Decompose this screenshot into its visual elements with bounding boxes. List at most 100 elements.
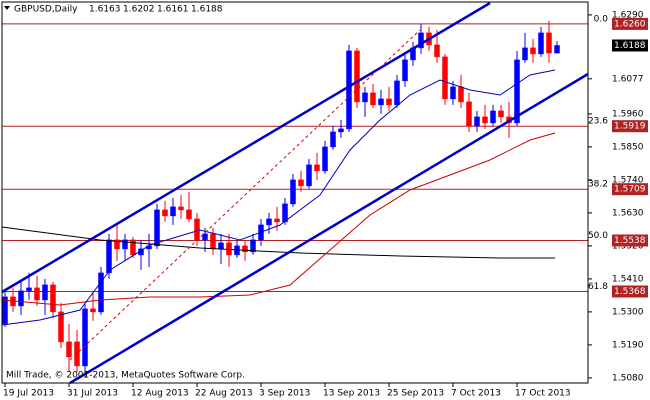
trend-dashed (69, 29, 421, 361)
header-open: 1.6163 (89, 5, 121, 15)
fib-price-label: 1.5919 (614, 122, 646, 132)
candle-body (498, 110, 504, 118)
indicators (1, 1, 589, 385)
x-tick-label: 31 Jul 2013 (67, 389, 118, 399)
candle-body (362, 92, 368, 103)
x-tick-label: 19 Jul 2013 (3, 389, 54, 399)
candle-body (434, 44, 440, 58)
y-tick-label: 1.5080 (612, 373, 644, 383)
candle-body (522, 47, 528, 61)
candle-body (66, 341, 72, 358)
y-tick-label: 1.5410 (612, 274, 644, 284)
candle-body (90, 308, 96, 313)
candle-body (378, 98, 384, 106)
y-tick-label: 1.6077 (612, 74, 644, 84)
x-tick-label: 13 Sep 2013 (323, 389, 380, 399)
candle-body (394, 80, 400, 106)
fib-price-label: 1.6260 (614, 19, 646, 29)
fib-price-label: 1.5538 (614, 236, 646, 246)
ma-black (1, 226, 555, 259)
candle-body (482, 116, 488, 124)
candle-body (298, 179, 304, 187)
candle-body (490, 110, 496, 124)
fib-level-label: 38.2 (588, 180, 608, 190)
header-high: 1.6202 (123, 5, 155, 15)
candle-body (42, 284, 48, 301)
x-tick-label: 7 Oct 2013 (451, 389, 501, 399)
candle-body (2, 296, 8, 325)
candle-body (546, 32, 552, 54)
candle-body (106, 239, 112, 274)
candle-body (458, 86, 464, 103)
candle-body (74, 341, 80, 367)
fib-level-label: 50.0 (588, 231, 608, 241)
fib-price-box (612, 183, 648, 196)
x-tick-label: 25 Sep 2013 (387, 389, 444, 399)
x-tick-label: 3 Sep 2013 (259, 389, 310, 399)
ma-red (1, 132, 556, 306)
menu-triangle (4, 6, 10, 10)
candle-body (18, 290, 24, 307)
fib-price-box (612, 120, 648, 133)
candle-body (50, 284, 56, 313)
symbol-label: GBPUSD,Daily (14, 5, 78, 15)
candle-body (514, 59, 520, 124)
fib-price-box (612, 17, 648, 30)
fib-price-box (612, 285, 648, 298)
candle-body (442, 56, 448, 100)
fib-price-box (612, 234, 648, 247)
y-tick-label: 1.5960 (612, 109, 644, 119)
candle-body (26, 287, 32, 292)
candle-body (290, 179, 296, 205)
candle-body (346, 50, 352, 130)
candle-body (82, 308, 88, 367)
header-low: 1.6161 (157, 5, 189, 15)
candle-body (402, 59, 408, 82)
candle-body (122, 239, 128, 250)
candle-body (194, 218, 200, 241)
plot-border (1, 1, 589, 384)
channel-lower (69, 72, 589, 385)
candle-body (218, 242, 224, 250)
y-tick-label: 1.5850 (612, 142, 644, 152)
candle-body (202, 233, 208, 241)
y-tick-label: 1.5630 (612, 208, 644, 218)
candle-body (474, 116, 480, 127)
candle-body (250, 239, 256, 253)
fib-level-label: 0.0 (594, 14, 609, 24)
y-tick-label: 1.6290 (612, 10, 644, 20)
copyright: Mill Trade, © 2001-2013, MetaQuotes Soft… (6, 371, 245, 381)
candle-body (538, 32, 544, 55)
y-tick-label: 1.5190 (612, 340, 644, 350)
candle-body (306, 164, 312, 187)
candle-body (170, 206, 176, 217)
candle-body (370, 92, 376, 106)
current-price-label: 1.6188 (614, 41, 646, 51)
candle-body (242, 245, 248, 253)
candle-body (354, 50, 360, 103)
fib-level-label: 23.6 (588, 117, 608, 127)
candle-body (338, 128, 344, 133)
candle-body (266, 218, 272, 226)
fib-price-label: 1.5709 (614, 185, 646, 195)
candle-body (418, 32, 424, 49)
candle-body (314, 164, 320, 172)
y-tick-label: 1.5300 (612, 307, 644, 317)
candle-body (58, 311, 64, 343)
candle-body (130, 239, 136, 256)
candle-body (322, 146, 328, 172)
x-tick-label: 17 Oct 2013 (515, 389, 571, 399)
candle-body (162, 209, 168, 217)
candle-body (98, 272, 104, 313)
y-tick-label: 1.5740 (612, 175, 644, 185)
candle-body (282, 203, 288, 223)
candle-body (466, 101, 472, 127)
candle-body (114, 239, 120, 250)
candle-body (450, 86, 456, 100)
candle-body (210, 233, 216, 250)
x-tick-label: 12 Aug 2013 (131, 389, 189, 399)
candle-body (530, 47, 536, 55)
candle-body (330, 131, 336, 148)
candle-body (186, 209, 192, 220)
